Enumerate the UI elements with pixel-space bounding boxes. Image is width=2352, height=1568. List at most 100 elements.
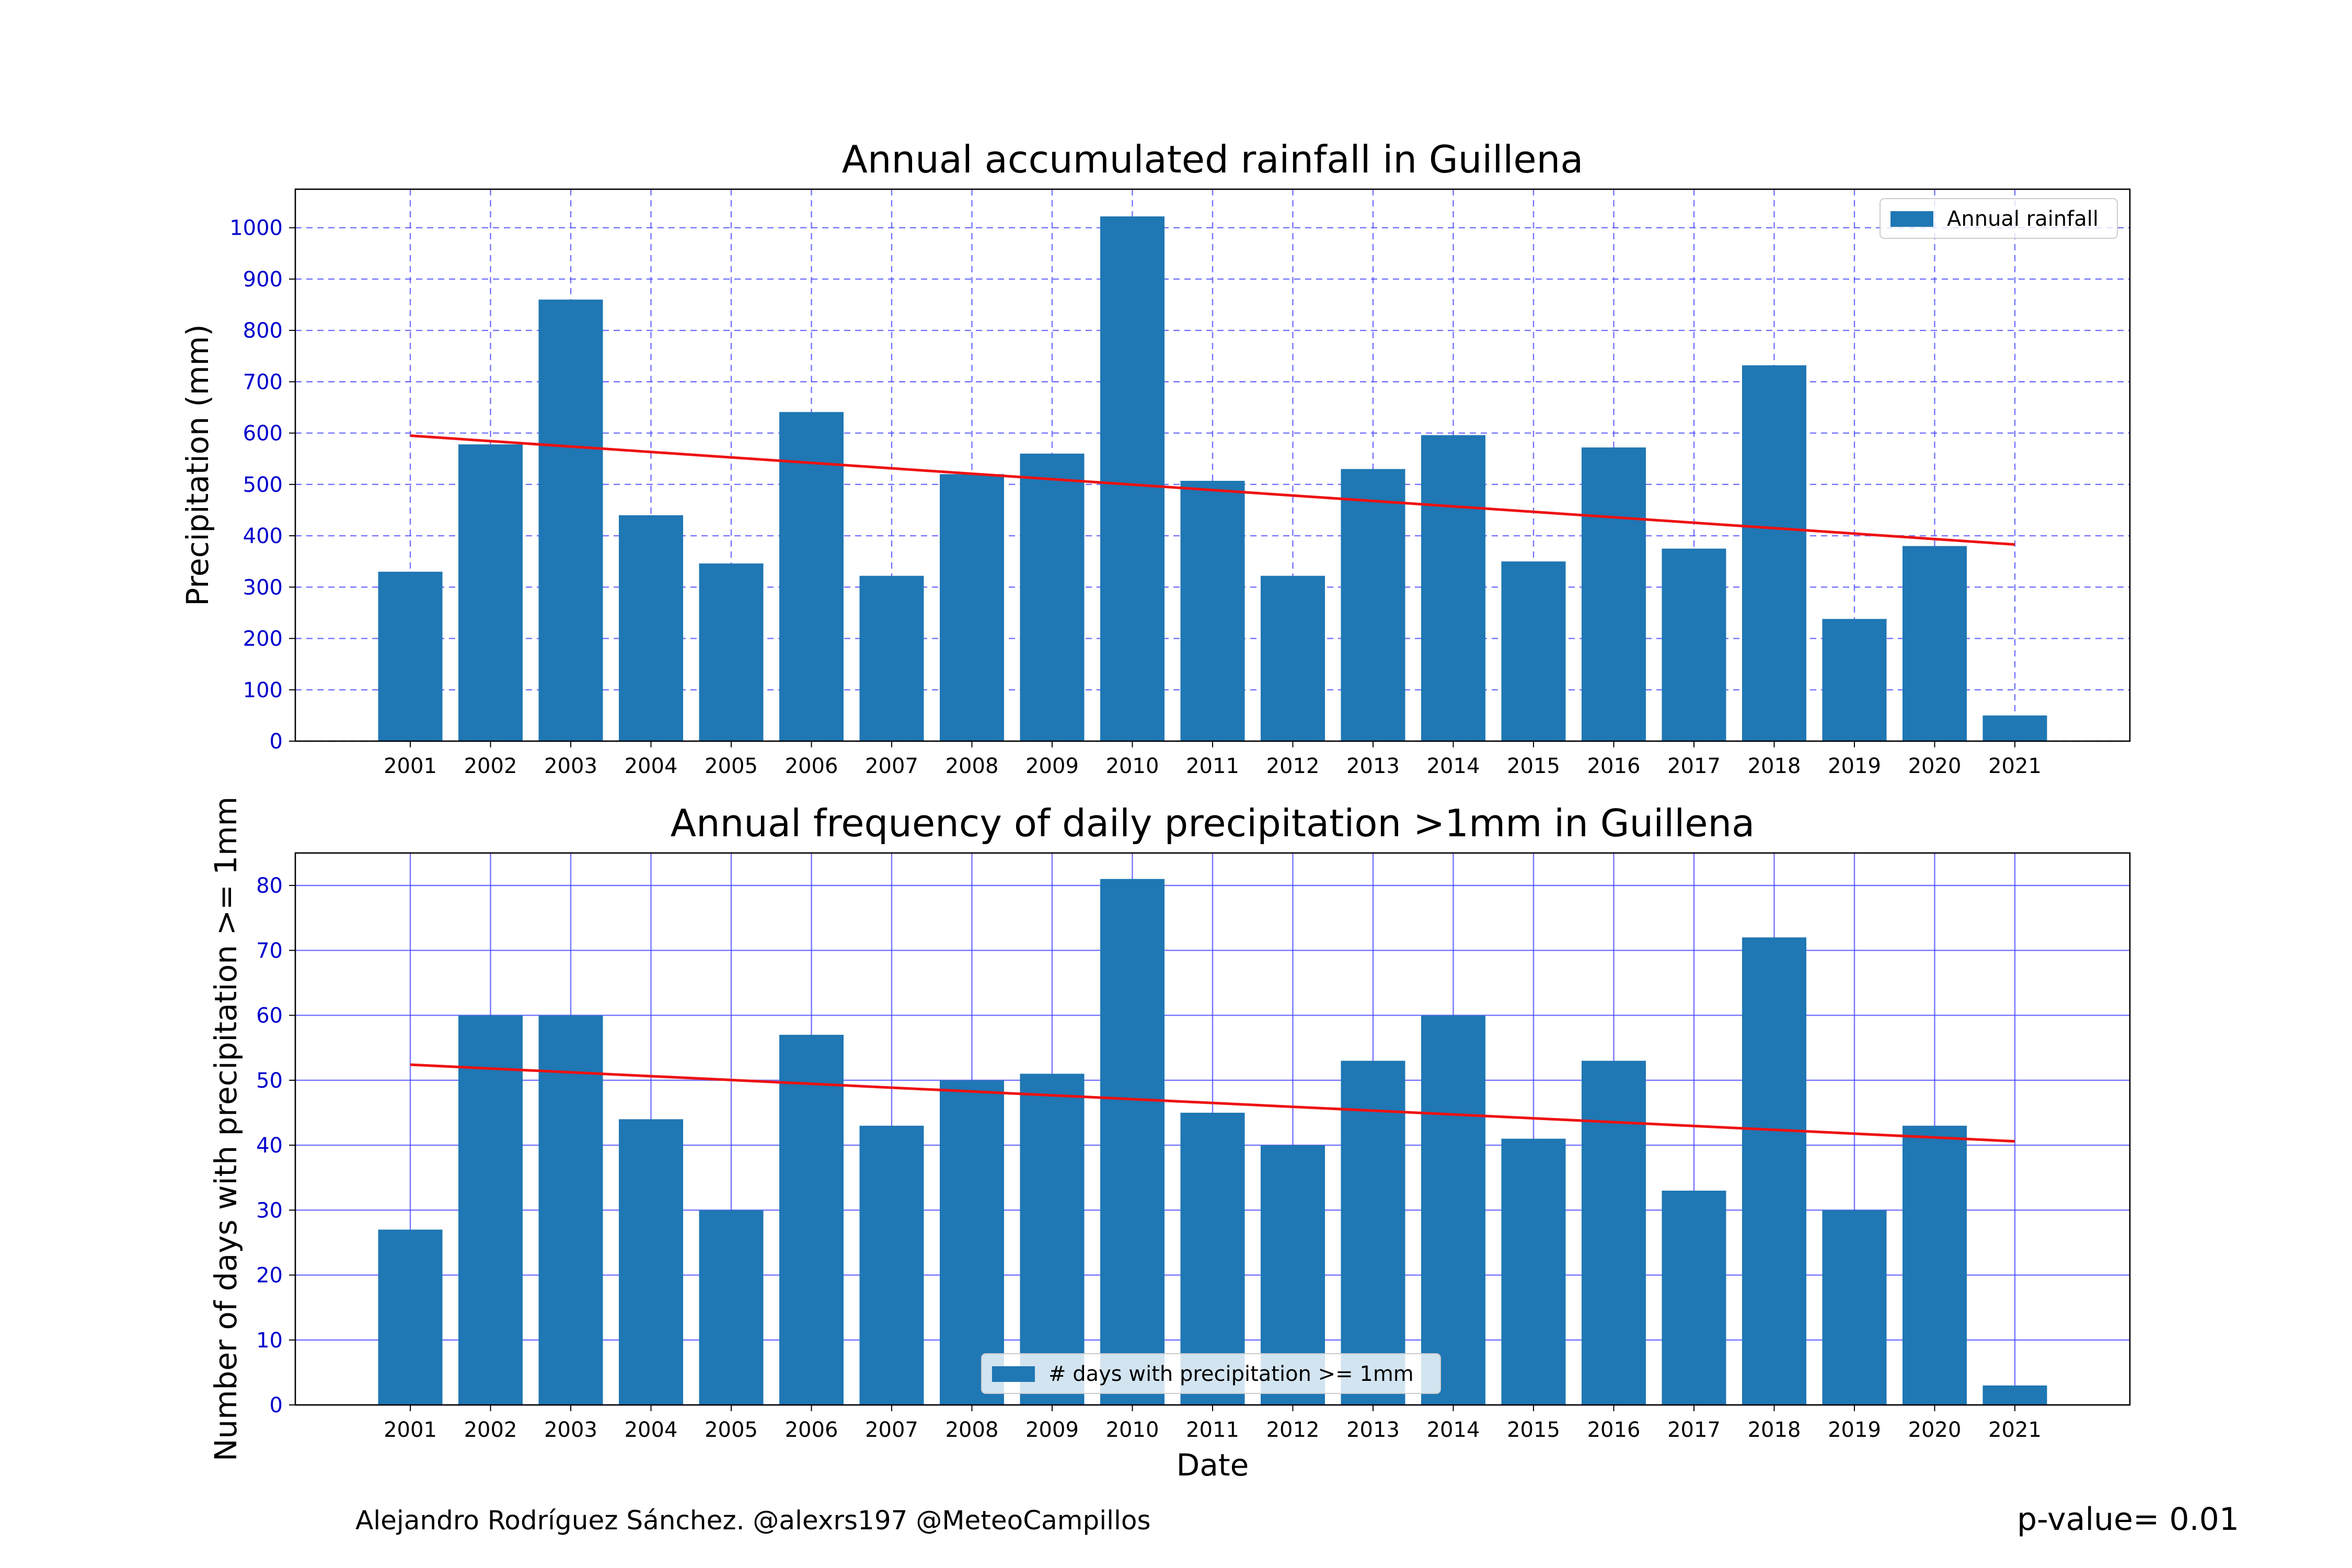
- x-tick-label: 2004: [625, 1418, 678, 1442]
- y-tick-label: 0: [270, 730, 283, 754]
- bar-2002: [458, 444, 523, 741]
- bar-2005: [699, 563, 764, 741]
- bar-2018: [1742, 365, 1806, 741]
- y-tick-label: 0: [270, 1393, 283, 1417]
- bar-2020: [1903, 546, 1967, 741]
- x-tick-label: 2017: [1667, 1418, 1721, 1442]
- legend-label: # days with precipitation >= 1mm: [1048, 1362, 1414, 1386]
- bar-2005: [699, 1210, 764, 1405]
- x-tick-label: 2016: [1587, 754, 1641, 778]
- legend: Annual rainfall: [1880, 198, 2118, 239]
- x-tick-label: 2003: [544, 754, 597, 778]
- bar-2018: [1742, 937, 1806, 1405]
- legend: # days with precipitation >= 1mm: [981, 1353, 1441, 1394]
- bar-2007: [859, 575, 924, 741]
- bar-2015: [1501, 1138, 1566, 1405]
- bar-2021: [1982, 1385, 2047, 1405]
- x-tick-label: 2016: [1587, 1418, 1641, 1442]
- y-axis-label: Precipitation (mm): [180, 324, 215, 606]
- y-tick-label: 700: [243, 370, 283, 394]
- x-tick-label: 2002: [464, 1418, 517, 1442]
- x-tick-label: 2011: [1186, 754, 1239, 778]
- x-tick-label: 2006: [785, 1418, 838, 1442]
- bar-2015: [1501, 561, 1566, 741]
- bar-2002: [458, 1015, 523, 1405]
- x-tick-label: 2001: [384, 754, 437, 778]
- bar-2003: [538, 299, 603, 741]
- bar-2011: [1180, 480, 1245, 741]
- y-tick-label: 600: [243, 422, 283, 446]
- x-tick-label: 2007: [865, 754, 918, 778]
- x-tick-label: 2014: [1427, 1418, 1480, 1442]
- bar-2003: [538, 1015, 603, 1405]
- bar-2016: [1582, 1060, 1646, 1405]
- x-tick-label: 2005: [705, 1418, 758, 1442]
- x-tick-label: 2010: [1106, 754, 1159, 778]
- y-tick-label: 1000: [229, 216, 283, 240]
- x-tick-label: 2009: [1025, 754, 1079, 778]
- bar-2006: [779, 1034, 844, 1405]
- legend-label: Annual rainfall: [1947, 207, 2099, 231]
- bar-2001: [378, 571, 443, 741]
- bar-2009: [1020, 453, 1085, 741]
- y-tick-label: 30: [256, 1198, 283, 1223]
- x-tick-label: 2013: [1346, 1418, 1400, 1442]
- y-tick-label: 400: [243, 524, 283, 548]
- y-tick-label: 900: [243, 268, 283, 292]
- bar-2020: [1903, 1125, 1967, 1405]
- x-tick-label: 2006: [785, 754, 838, 778]
- x-tick-label: 2014: [1427, 754, 1480, 778]
- bar-2019: [1822, 619, 1887, 741]
- x-tick-label: 2020: [1908, 754, 1962, 778]
- bar-2009: [1020, 1074, 1085, 1405]
- y-tick-label: 50: [256, 1069, 283, 1093]
- x-tick-label: 2003: [544, 1418, 597, 1442]
- y-tick-label: 10: [256, 1329, 283, 1353]
- trend-line: [410, 1063, 2015, 1143]
- y-tick-label: 800: [243, 319, 283, 343]
- y-tick-label: 60: [256, 1004, 283, 1028]
- x-tick-label: 2005: [705, 754, 758, 778]
- x-axis-label: Date: [1177, 1447, 1249, 1483]
- bar-2010: [1100, 879, 1165, 1405]
- y-tick-label: 200: [243, 627, 283, 651]
- x-tick-label: 2007: [865, 1418, 918, 1442]
- x-tick-label: 2013: [1346, 754, 1400, 778]
- author-credit: Alejandro Rodríguez Sánchez. @alexrs197 …: [355, 1505, 1151, 1536]
- bar-2006: [779, 412, 844, 741]
- x-tick-label: 2004: [625, 754, 678, 778]
- bar-2008: [940, 474, 1004, 741]
- bar-2012: [1261, 575, 1325, 741]
- chart-title: Annual accumulated rainfall in Guillena: [842, 137, 1584, 181]
- bar-2010: [1100, 216, 1165, 742]
- bar-2007: [859, 1125, 924, 1405]
- bar-2017: [1662, 1191, 1726, 1405]
- x-tick-label: 2015: [1507, 1418, 1560, 1442]
- chart-panel-2: 0 10 20 30 40 50 60 70 80 2001 2002 2003 2004 2005 200…: [208, 797, 2131, 1483]
- x-tick-label: 2001: [384, 1418, 437, 1442]
- chart-panel-1: 0 100 200 300 400 500 600 700 800 900 1000 2001 2002…: [180, 137, 2131, 778]
- chart-title: Annual frequency of daily precipitation …: [671, 801, 1755, 845]
- bar-2004: [619, 1119, 683, 1405]
- y-tick-label: 20: [256, 1264, 283, 1288]
- x-tick-label: 2010: [1106, 1418, 1159, 1442]
- legend-box: [1880, 198, 2118, 239]
- x-tick-label: 2018: [1748, 1418, 1801, 1442]
- bar-2021: [1982, 715, 2047, 741]
- bar-2013: [1341, 469, 1405, 741]
- y-tick-label: 300: [243, 575, 283, 599]
- x-tick-label: 2002: [464, 754, 517, 778]
- bar-2008: [940, 1080, 1004, 1405]
- p-value-label: p-value= 0.01: [2017, 1501, 2239, 1538]
- y-tick-label: 80: [256, 874, 283, 898]
- x-tick-label: 2009: [1025, 1418, 1079, 1442]
- x-tick-label: 2018: [1748, 754, 1801, 778]
- y-tick-label: 40: [256, 1134, 283, 1158]
- y-tick-label: 500: [243, 473, 283, 497]
- x-tick-label: 2011: [1186, 1418, 1239, 1442]
- bar-2014: [1421, 1015, 1485, 1405]
- legend-swatch: [1890, 211, 1933, 227]
- y-axis-label: Number of days with precipitation >= 1mm: [208, 797, 244, 1461]
- y-tick-label: 100: [243, 678, 283, 702]
